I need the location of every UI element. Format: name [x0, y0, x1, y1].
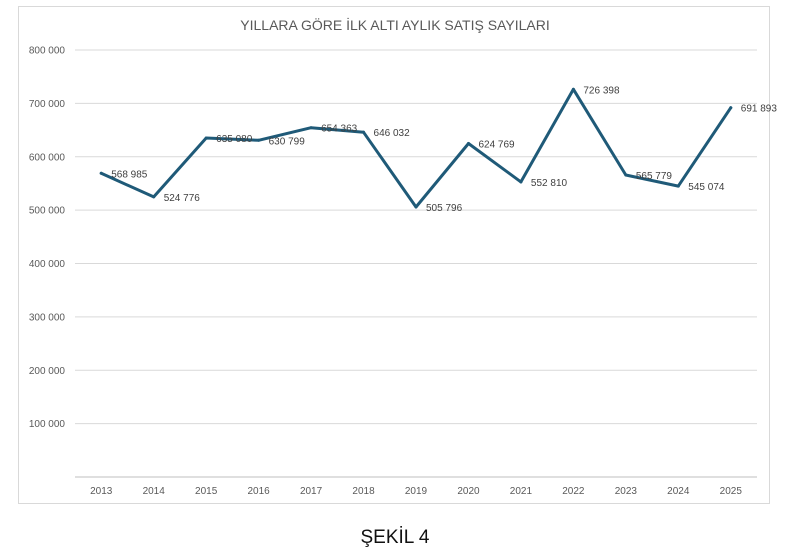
x-tick-label: 2018	[352, 486, 375, 497]
series-line	[99, 87, 733, 209]
data-label: 552 810	[531, 178, 568, 189]
data-labels: 568 985 524 776 635 080 630 799 654 363 646 0…	[111, 85, 777, 214]
data-label: 654 363	[321, 124, 358, 135]
gridlines	[75, 49, 757, 478]
data-label: 545 074	[688, 182, 725, 193]
y-tick-label: 700 000	[29, 99, 66, 110]
chart-frame	[18, 6, 770, 504]
x-tick-label: 2017	[300, 486, 323, 497]
data-point	[571, 87, 575, 91]
x-tick-label: 2021	[510, 486, 533, 497]
x-tick-label: 2014	[143, 486, 166, 497]
data-label: 726 398	[583, 85, 620, 96]
data-point	[624, 173, 628, 177]
data-point	[362, 130, 366, 134]
data-point	[519, 180, 523, 184]
y-tick-label: 200 000	[29, 366, 66, 377]
y-tick-label: 800 000	[29, 46, 66, 57]
data-point	[676, 184, 680, 188]
y-axis: 100 000 200 000 300 000 400 000 500 000 600 0…	[29, 46, 66, 431]
data-point	[152, 195, 156, 199]
x-tick-label: 2019	[405, 486, 428, 497]
x-tick-label: 2023	[615, 486, 638, 497]
figure-caption: ŞEKİL 4	[360, 527, 430, 548]
data-label: 524 776	[164, 193, 201, 204]
data-label: 568 985	[111, 169, 148, 180]
chart-title: YILLARA GÖRE İLK ALTI AYLIK SATIŞ SAYILA…	[240, 16, 549, 33]
x-tick-label: 2020	[457, 486, 480, 497]
x-tick-label: 2022	[562, 486, 585, 497]
y-tick-label: 100 000	[29, 419, 66, 430]
data-label: 505 796	[426, 203, 463, 214]
x-tick-label: 2016	[247, 486, 270, 497]
y-tick-label: 300 000	[29, 312, 66, 323]
data-label: 691 893	[741, 104, 778, 115]
data-point	[204, 136, 208, 140]
data-point	[309, 126, 313, 130]
data-label: 646 032	[374, 128, 411, 139]
data-label: 635 080	[216, 134, 253, 145]
data-label: 630 799	[269, 136, 306, 147]
x-tick-label: 2015	[195, 486, 218, 497]
x-axis: 2013 2014 2015 2016 2017 2018 2019 2020 2021 2022…	[90, 486, 742, 497]
data-point	[99, 171, 103, 175]
data-point	[729, 106, 733, 110]
x-tick-label: 2013	[90, 486, 113, 497]
data-point	[414, 205, 418, 209]
y-tick-label: 500 000	[29, 206, 66, 217]
series	[99, 87, 733, 209]
x-tick-label: 2024	[667, 486, 690, 497]
data-point	[257, 138, 261, 142]
data-label: 624 769	[478, 140, 515, 151]
line-chart: YILLARA GÖRE İLK ALTI AYLIK SATIŞ SAYILA…	[29, 16, 778, 497]
data-label: 565 779	[636, 171, 673, 182]
x-tick-label: 2025	[720, 486, 743, 497]
data-point	[466, 142, 470, 146]
y-tick-label: 400 000	[29, 259, 66, 270]
y-tick-label: 600 000	[29, 152, 66, 163]
